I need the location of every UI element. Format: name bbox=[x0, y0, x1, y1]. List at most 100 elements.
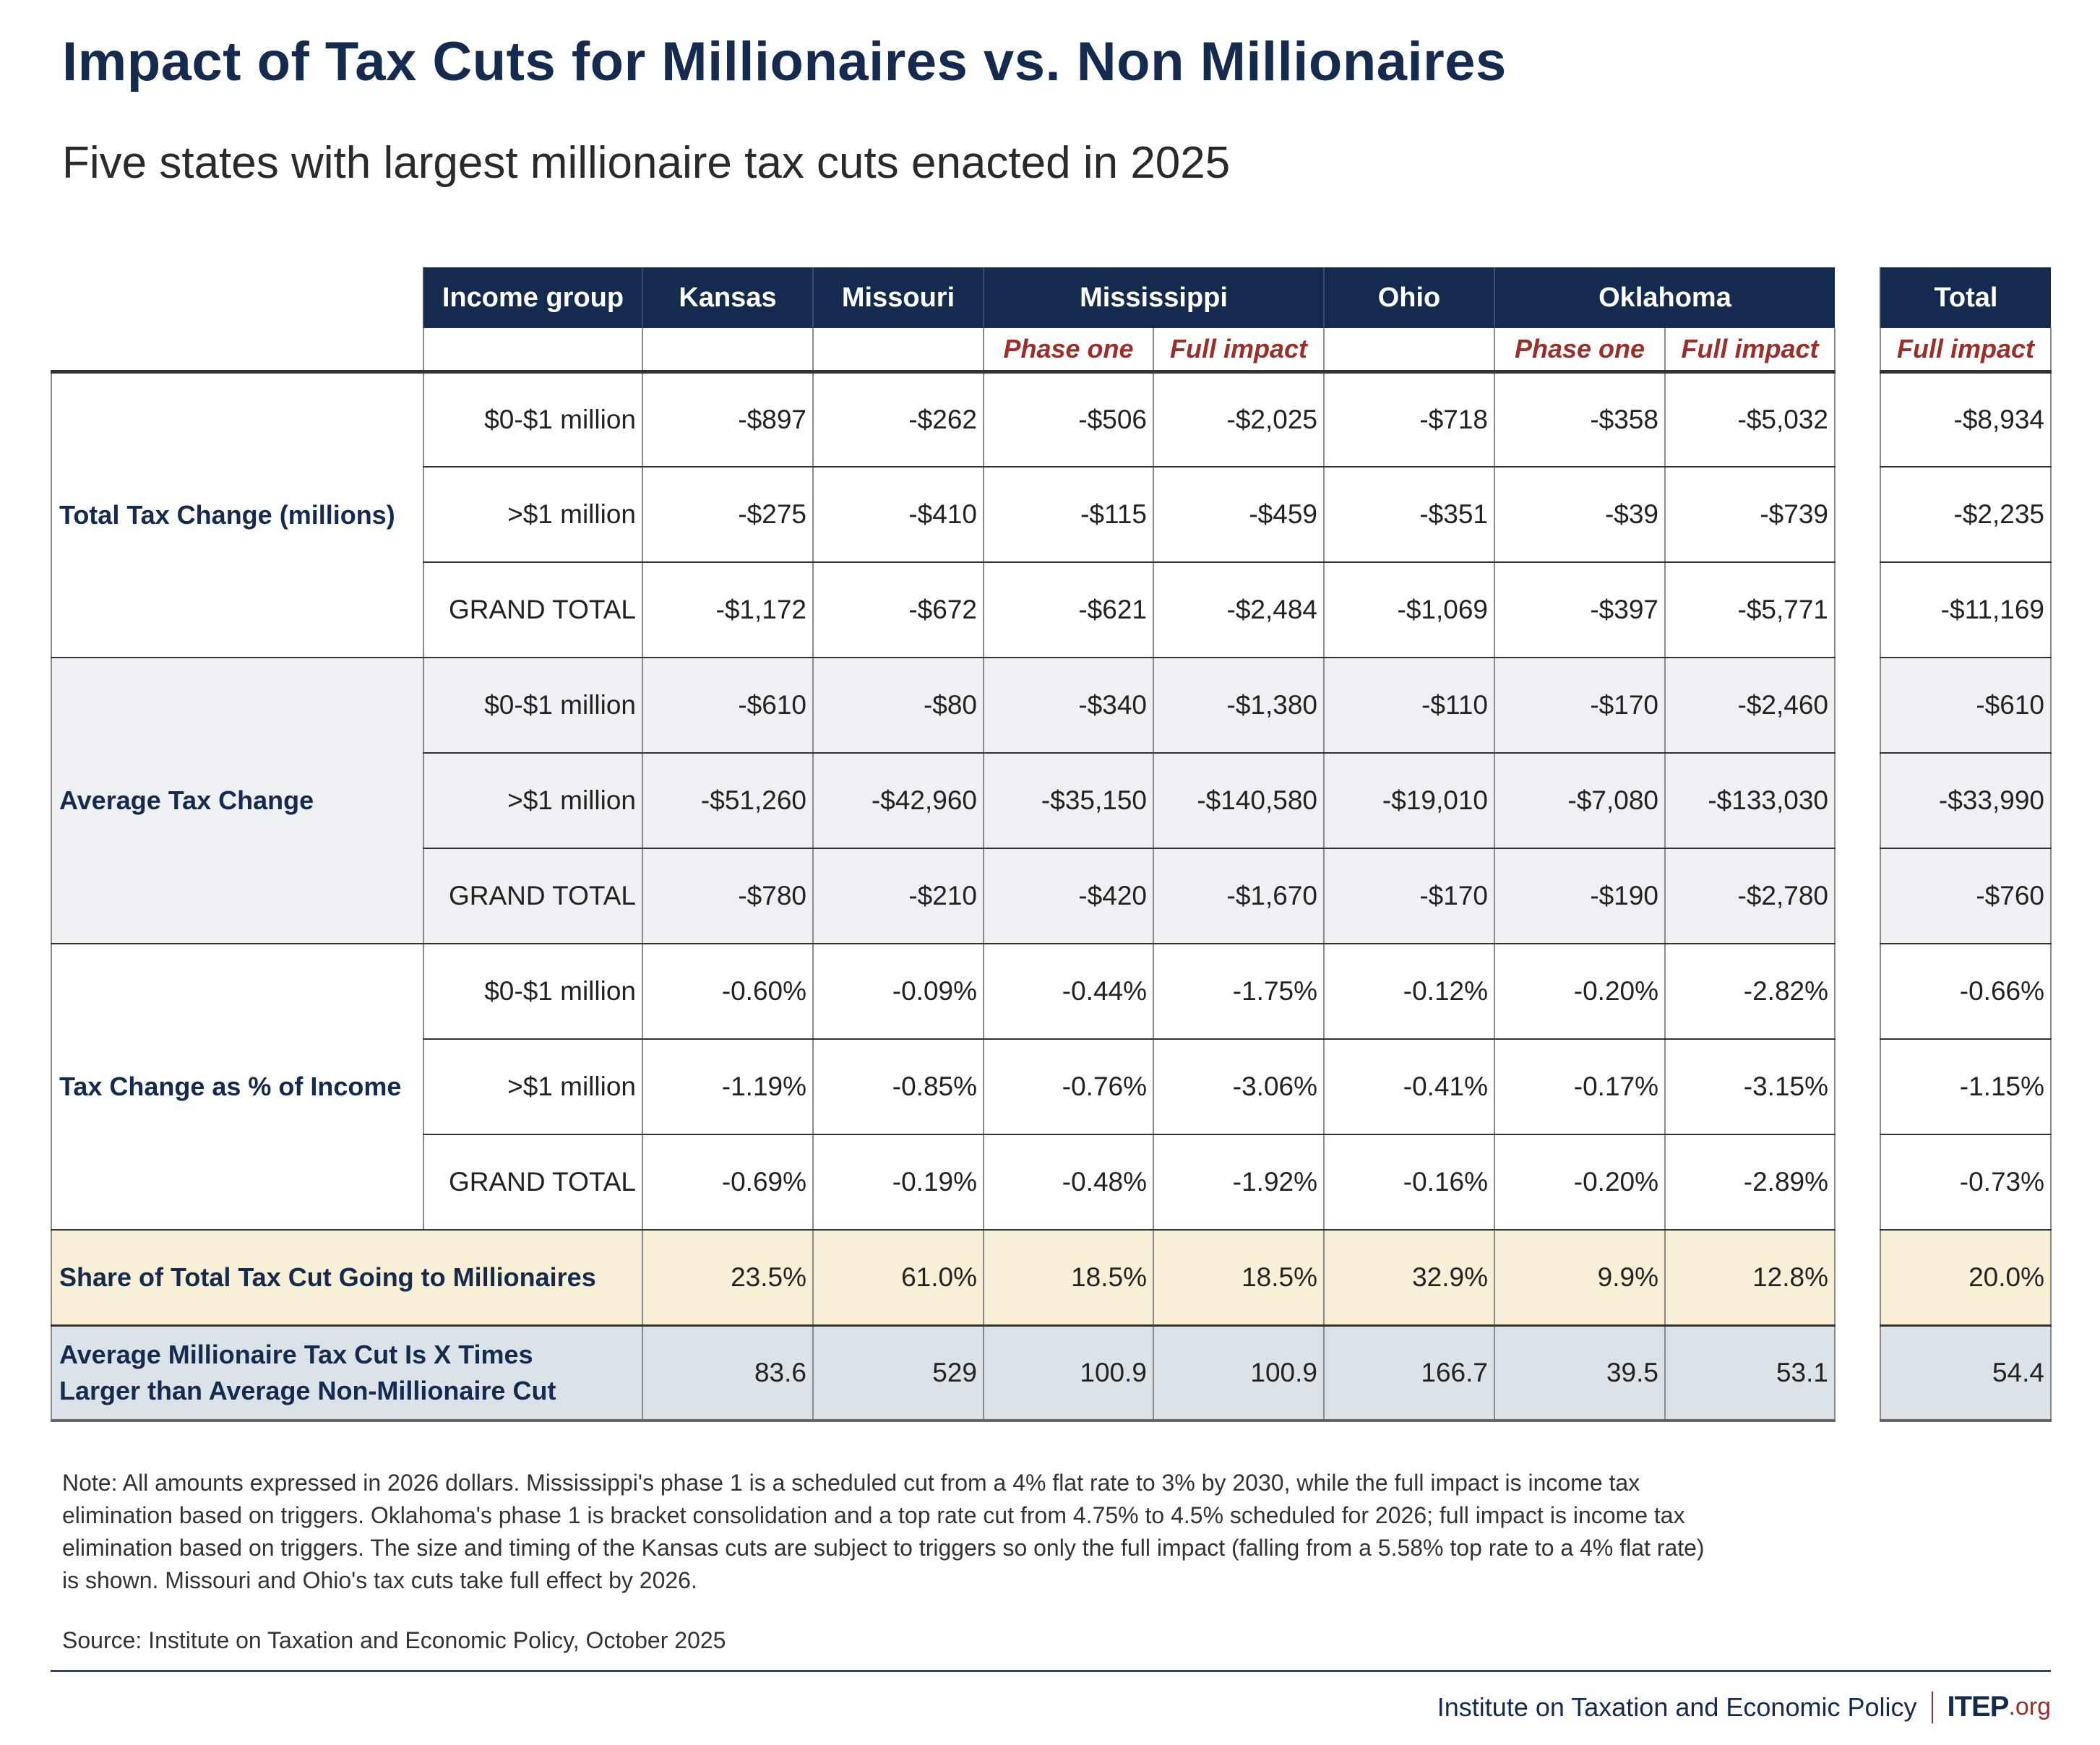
footer-org-name: Institute on Taxation and Economic Polic… bbox=[1437, 1692, 1917, 1722]
value-cell: -$506 bbox=[983, 371, 1153, 468]
ratio-value-cell: 100.9 bbox=[983, 1325, 1153, 1422]
value-cell: -2.89% bbox=[1664, 1134, 1836, 1231]
header-total: Total bbox=[1880, 267, 2051, 328]
value-cell: -$19,010 bbox=[1323, 753, 1494, 849]
income-group-cell: $0-$1 million bbox=[423, 658, 642, 754]
header-missouri: Missouri bbox=[812, 267, 984, 328]
value-cell: -1.92% bbox=[1153, 1134, 1324, 1231]
share-value-cell: 61.0% bbox=[812, 1230, 984, 1327]
share-value-cell: 9.9% bbox=[1494, 1230, 1665, 1327]
value-cell: -0.85% bbox=[812, 1039, 984, 1135]
table-row: -$2,235 bbox=[1880, 467, 2052, 563]
value-cell: -$275 bbox=[642, 467, 813, 563]
subheader-row: Full impact bbox=[1880, 328, 2052, 374]
share-value-cell: 23.5% bbox=[642, 1230, 813, 1327]
ratio-label-line2: Larger than Average Non-Millionaire Cut bbox=[59, 1375, 556, 1405]
income-group-cell: GRAND TOTAL bbox=[423, 562, 642, 658]
ratio-label-line1: Average Millionaire Tax Cut Is X Times bbox=[59, 1339, 533, 1369]
subheader-row: Phase one Full impact Phase one Full imp… bbox=[51, 328, 1836, 374]
header-row: Total bbox=[1880, 267, 2051, 328]
share-total-cell: 20.0% bbox=[1880, 1230, 2052, 1327]
subheader-total-full-impact: Full impact bbox=[1880, 328, 2052, 374]
value-cell: -$897 bbox=[642, 371, 813, 468]
ratio-value-cell: 83.6 bbox=[642, 1325, 813, 1422]
value-cell: -$1,172 bbox=[642, 562, 813, 658]
total-value-cell: -$760 bbox=[1880, 848, 2052, 944]
note-text: Note: All amounts expressed in 2026 doll… bbox=[62, 1470, 1705, 1593]
header-row: Income group Kansas Missouri Mississippi… bbox=[51, 267, 1835, 328]
subheader-blank bbox=[51, 328, 423, 374]
value-cell: -$2,484 bbox=[1153, 562, 1324, 658]
total-value-cell: -$11,169 bbox=[1880, 562, 2052, 658]
value-cell: -$2,460 bbox=[1664, 658, 1836, 754]
income-group-cell: >$1 million bbox=[423, 467, 642, 563]
main-table: Income group Kansas Missouri Mississippi… bbox=[51, 267, 1836, 1422]
value-cell: -0.76% bbox=[983, 1039, 1153, 1135]
value-cell: -$5,771 bbox=[1664, 562, 1836, 658]
value-cell: -$35,150 bbox=[983, 753, 1153, 849]
total-value-cell: -1.15% bbox=[1880, 1039, 2052, 1135]
share-row: Share of Total Tax Cut Going to Milliona… bbox=[51, 1230, 1836, 1327]
table-row: -0.66% bbox=[1880, 944, 2052, 1040]
value-cell: -1.75% bbox=[1153, 944, 1324, 1040]
source-text: Source: Institute on Taxation and Econom… bbox=[62, 1627, 726, 1653]
table-row: -$610 bbox=[1880, 658, 2052, 754]
table-row: >$1 million -1.19% -0.85% -0.76% -3.06% -0.41… bbox=[51, 1039, 1836, 1135]
value-cell: -$170 bbox=[1494, 658, 1665, 754]
share-row: 20.0% bbox=[1880, 1230, 2052, 1327]
share-value-cell: 18.5% bbox=[1153, 1230, 1324, 1327]
share-value-cell: 18.5% bbox=[983, 1230, 1153, 1327]
value-cell: -$190 bbox=[1494, 848, 1665, 944]
footer-separator bbox=[1931, 1691, 1933, 1723]
footer: Institute on Taxation and Economic Polic… bbox=[1437, 1691, 2051, 1723]
value-cell: -0.48% bbox=[983, 1134, 1153, 1231]
page-title: Impact of Tax Cuts for Millionaires vs. … bbox=[62, 31, 1507, 92]
total-value-cell: -$8,934 bbox=[1880, 371, 2052, 468]
header-ohio: Ohio bbox=[1323, 267, 1494, 328]
table-row: GRAND TOTAL -$1,172 -$672 -$621 -$2,484 -$1,0… bbox=[51, 562, 1836, 658]
value-cell: -$210 bbox=[812, 848, 984, 944]
income-group-cell: >$1 million bbox=[423, 753, 642, 849]
ratio-row: 54.4 bbox=[1880, 1325, 2052, 1422]
value-cell: -$410 bbox=[812, 467, 984, 563]
header-blank bbox=[51, 267, 423, 328]
income-group-cell: GRAND TOTAL bbox=[423, 848, 642, 944]
income-group-cell: >$1 million bbox=[423, 1039, 642, 1135]
ratio-value-cell: 100.9 bbox=[1153, 1325, 1324, 1422]
share-value-cell: 12.8% bbox=[1664, 1230, 1836, 1327]
ratio-value-cell: 53.1 bbox=[1664, 1325, 1836, 1422]
value-cell: -$5,032 bbox=[1664, 371, 1836, 468]
value-cell: -0.41% bbox=[1323, 1039, 1494, 1135]
table-row: >$1 million -$275 -$410 -$115 -$459 -$351 -$39… bbox=[51, 467, 1836, 563]
value-cell: -0.20% bbox=[1494, 1134, 1665, 1231]
page-subtitle: Five states with largest millionaire tax… bbox=[62, 138, 1231, 188]
value-cell: -0.20% bbox=[1494, 944, 1665, 1040]
ratio-value-cell: 39.5 bbox=[1494, 1325, 1665, 1422]
value-cell: -$1,380 bbox=[1153, 658, 1324, 754]
table-row: -$760 bbox=[1880, 848, 2052, 944]
total-value-cell: -$33,990 bbox=[1880, 753, 2052, 849]
total-table: Total Full impact -$8,934 -$2,235 -$11,169… bbox=[1880, 267, 2052, 1422]
value-cell: -$262 bbox=[812, 371, 984, 468]
value-cell: -0.16% bbox=[1323, 1134, 1494, 1231]
table-row: Total Tax Change (millions) $0-$1 million… bbox=[51, 371, 1836, 658]
value-cell: -0.44% bbox=[983, 944, 1153, 1040]
subheader-blank bbox=[1323, 328, 1494, 374]
table-row: -$11,169 bbox=[1880, 562, 2052, 658]
share-row-label: Share of Total Tax Cut Going to Milliona… bbox=[51, 1230, 642, 1327]
value-cell: -$351 bbox=[1323, 467, 1494, 563]
ratio-value-cell: 166.7 bbox=[1323, 1325, 1494, 1422]
ratio-row-label: Average Millionaire Tax Cut Is X Times La… bbox=[51, 1325, 642, 1422]
table-row: -$8,934 bbox=[1880, 371, 2052, 468]
subheader-ok-phase-one: Phase one bbox=[1494, 328, 1665, 374]
income-group-cell: GRAND TOTAL bbox=[423, 1134, 642, 1231]
subheader-blank bbox=[812, 328, 984, 374]
total-value-cell: -$610 bbox=[1880, 658, 2052, 754]
value-cell: -$2,025 bbox=[1153, 371, 1324, 468]
table-row: Average Tax Change $0-$1 million -$610 -$80… bbox=[51, 658, 1836, 944]
value-cell: -$340 bbox=[983, 658, 1153, 754]
table-row: -0.73% bbox=[1880, 1134, 2052, 1231]
value-cell: -$115 bbox=[983, 467, 1153, 563]
value-cell: -0.69% bbox=[642, 1134, 813, 1231]
table-row: -$33,990 bbox=[1880, 753, 2052, 849]
